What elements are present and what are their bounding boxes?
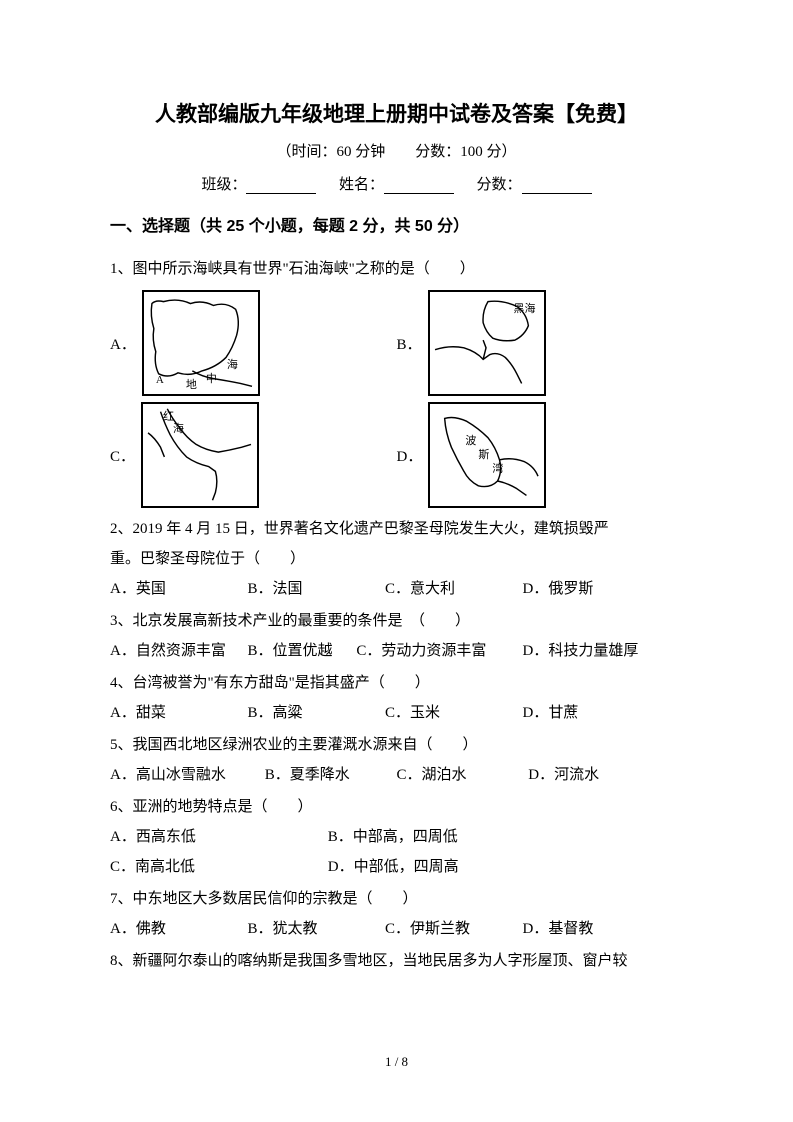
q4-text: 4、台湾被誉为"有东方甜岛"是指其盛产（ ） bbox=[110, 668, 683, 698]
q2-text2: 重。巴黎圣母院位于（ ） bbox=[110, 544, 683, 574]
q7-c: C．伊斯兰教 bbox=[385, 914, 523, 944]
section-header: 一、选择题（共 25 个小题，每题 2 分，共 50 分） bbox=[110, 212, 683, 236]
q6-b: B．中部高，四周低 bbox=[328, 822, 603, 852]
q7: 7、中东地区大多数居民信仰的宗教是（ ） A．佛教B．犹太教C．伊斯兰教D．基督… bbox=[110, 884, 683, 944]
score-label: 分数： bbox=[477, 177, 522, 193]
q1-row1: A． A 地 中 海 B． 黑海 bbox=[110, 290, 683, 396]
page-number: 1 / 8 bbox=[0, 1054, 793, 1070]
q2-options: A．英国B．法国C．意大利D．俄罗斯 bbox=[110, 574, 683, 604]
q4: 4、台湾被誉为"有东方甜岛"是指其盛产（ ） A．甜菜B．高粱C．玉米D．甘蔗 bbox=[110, 668, 683, 728]
q5-options: A．高山冰雪融水B．夏季降水C．湖泊水D．河流水 bbox=[110, 760, 683, 790]
q1: 1、图中所示海峡具有世界"石油海峡"之称的是（ ） bbox=[110, 254, 683, 284]
map-d-label1: 波 bbox=[465, 432, 476, 448]
q5-a: A．高山冰雪融水 bbox=[110, 760, 265, 790]
map-a: A 地 中 海 bbox=[142, 290, 260, 396]
q5: 5、我国西北地区绿洲农业的主要灌溉水源来自（ ） A．高山冰雪融水B．夏季降水C… bbox=[110, 730, 683, 790]
q7-options: A．佛教B．犹太教C．伊斯兰教D．基督教 bbox=[110, 914, 683, 944]
q1-text: 1、图中所示海峡具有世界"石油海峡"之称的是（ ） bbox=[110, 254, 683, 284]
map-c-label2: 海 bbox=[173, 420, 184, 436]
q3-a: A．自然资源丰富 bbox=[110, 636, 248, 666]
q8: 8、新疆阿尔泰山的喀纳斯是我国多雪地区，当地民居多为人字形屋顶、窗户较 bbox=[110, 946, 683, 976]
q3-d: D．科技力量雄厚 bbox=[523, 636, 678, 666]
map-d-label3: 湾 bbox=[492, 460, 503, 476]
q6: 6、亚洲的地势特点是（ ） A．西高东低B．中部高，四周低 C．南高北低D．中部… bbox=[110, 792, 683, 882]
map-b: 黑海 bbox=[428, 290, 546, 396]
q1-optD: D． 波 斯 湾 bbox=[397, 402, 684, 508]
q6-options2: C．南高北低D．中部低，四周高 bbox=[110, 852, 683, 882]
q5-b: B．夏季降水 bbox=[265, 760, 397, 790]
q4-c: C．玉米 bbox=[385, 698, 523, 728]
q7-a: A．佛教 bbox=[110, 914, 248, 944]
q4-options: A．甜菜B．高粱C．玉米D．甘蔗 bbox=[110, 698, 683, 728]
q7-d: D．基督教 bbox=[523, 914, 661, 944]
name-label: 姓名： bbox=[339, 177, 384, 193]
q6-c: C．南高北低 bbox=[110, 852, 328, 882]
q8-text: 8、新疆阿尔泰山的喀纳斯是我国多雪地区，当地民居多为人字形屋顶、窗户较 bbox=[110, 946, 683, 976]
name-blank bbox=[384, 178, 454, 194]
q2: 2、2019 年 4 月 15 日，世界著名文化遗产巴黎圣母院发生大火，建筑损毁… bbox=[110, 514, 683, 604]
q4-a: A．甜菜 bbox=[110, 698, 248, 728]
page-title: 人教部编版九年级地理上册期中试卷及答案【免费】 bbox=[110, 98, 683, 128]
q3-b: B．位置优越 bbox=[248, 636, 357, 666]
q6-options1: A．西高东低B．中部高，四周低 bbox=[110, 822, 683, 852]
q2-b: B．法国 bbox=[248, 574, 386, 604]
q1-d-label: D． bbox=[397, 445, 423, 466]
map-d: 波 斯 湾 bbox=[428, 402, 546, 508]
info-line: 班级： 姓名： 分数： bbox=[110, 173, 683, 194]
q3-options: A．自然资源丰富B．位置优越C．劳动力资源丰富D．科技力量雄厚 bbox=[110, 636, 683, 666]
q2-c: C．意大利 bbox=[385, 574, 523, 604]
q3: 3、北京发展高新技术产业的最重要的条件是 （ ） A．自然资源丰富B．位置优越C… bbox=[110, 606, 683, 666]
q1-row2: C． 红 海 D． 波 斯 湾 bbox=[110, 402, 683, 508]
subtitle: （时间：60 分钟 分数：100 分） bbox=[110, 140, 683, 161]
class-blank bbox=[246, 178, 316, 194]
map-a-label3: 海 bbox=[227, 356, 238, 372]
q7-text: 7、中东地区大多数居民信仰的宗教是（ ） bbox=[110, 884, 683, 914]
q5-text: 5、我国西北地区绿洲农业的主要灌溉水源来自（ ） bbox=[110, 730, 683, 760]
map-c: 红 海 bbox=[141, 402, 259, 508]
q1-c-label: C． bbox=[110, 445, 135, 466]
q5-d: D．河流水 bbox=[528, 760, 660, 790]
q1-a-label: A． bbox=[110, 333, 136, 354]
q5-c: C．湖泊水 bbox=[396, 760, 528, 790]
map-b-label1: 黑海 bbox=[514, 300, 536, 316]
q2-d: D．俄罗斯 bbox=[523, 574, 661, 604]
q6-text: 6、亚洲的地势特点是（ ） bbox=[110, 792, 683, 822]
q6-a: A．西高东低 bbox=[110, 822, 328, 852]
q7-b: B．犹太教 bbox=[248, 914, 386, 944]
q1-optB: B． 黑海 bbox=[397, 290, 684, 396]
map-a-label-A: A bbox=[156, 374, 164, 386]
map-a-label1: 地 bbox=[186, 376, 197, 392]
map-a-label2: 中 bbox=[206, 370, 217, 386]
q2-a: A．英国 bbox=[110, 574, 248, 604]
q1-b-label: B． bbox=[397, 333, 422, 354]
q1-optC: C． 红 海 bbox=[110, 402, 397, 508]
score-blank bbox=[522, 178, 592, 194]
q3-c: C．劳动力资源丰富 bbox=[356, 636, 522, 666]
q6-d: D．中部低，四周高 bbox=[328, 852, 603, 882]
q4-b: B．高粱 bbox=[248, 698, 386, 728]
q1-optA: A． A 地 中 海 bbox=[110, 290, 397, 396]
map-d-label2: 斯 bbox=[478, 446, 489, 462]
q2-text1: 2、2019 年 4 月 15 日，世界著名文化遗产巴黎圣母院发生大火，建筑损毁… bbox=[110, 514, 683, 544]
q4-d: D．甘蔗 bbox=[523, 698, 661, 728]
class-label: 班级： bbox=[201, 177, 246, 193]
q3-text: 3、北京发展高新技术产业的最重要的条件是 （ ） bbox=[110, 606, 683, 636]
